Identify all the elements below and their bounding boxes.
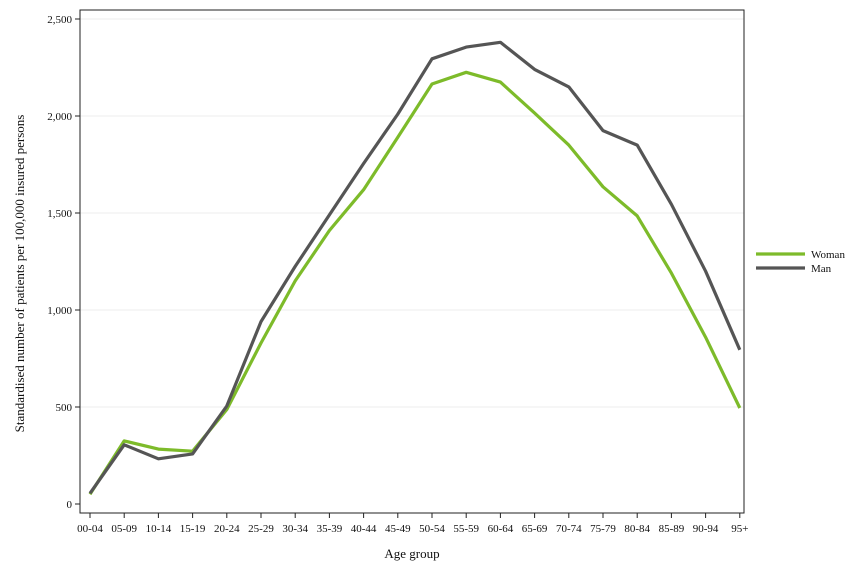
x-tick-label: 15-19 [180,523,206,535]
x-tick-label: 00-04 [77,523,103,535]
y-tick-label: 1,000 [47,305,72,317]
y-tick-label: 1,500 [47,208,72,220]
x-axis-title: Age group [384,546,439,561]
x-tick-label: 90-94 [693,523,719,535]
x-tick-label: 25-29 [248,523,274,535]
x-tick-label: 75-79 [590,523,616,535]
x-tick-label: 70-74 [556,523,582,535]
series-line-man [88,40,742,495]
x-tick-label: 65-69 [522,523,548,535]
plot-area-frame [79,9,745,514]
x-tick-label: 45-49 [385,523,411,535]
grid-lines [80,18,744,408]
x-tick-label: 10-14 [146,523,172,535]
x-tick-label: 50-54 [419,523,445,535]
x-tick-label: 40-44 [351,523,377,535]
x-tick-label: 95+ [731,523,748,535]
x-tick-label: 85-89 [659,523,685,535]
x-tick-label: 55-59 [453,523,479,535]
y-tick-label: 2,000 [47,111,72,123]
y-axis: 0 500 1,000 1,500 2,000 2,500 [47,14,80,511]
x-tick-label: 30-34 [282,523,308,535]
y-tick-label: 500 [56,402,73,414]
x-tick-label: 60-64 [488,523,514,535]
legend-label-woman: Woman [811,249,845,261]
x-tick-label: 20-24 [214,523,240,535]
legend-label-man: Man [811,263,832,275]
y-axis-title: Standardised number of patients per 100,… [12,115,27,433]
x-tick-label: 80-84 [624,523,650,535]
x-tick-label: 05-09 [111,523,137,535]
x-tick-label: 35-39 [317,523,343,535]
series-lines [88,40,742,496]
series-line-woman [88,70,742,496]
x-axis: 00-04 05-09 10-14 15-19 20-24 25-29 30-34 35-39… [77,513,748,535]
legend: Woman Man [756,249,845,275]
y-tick-label: 2,500 [47,14,72,26]
y-tick-label: 0 [67,499,73,511]
